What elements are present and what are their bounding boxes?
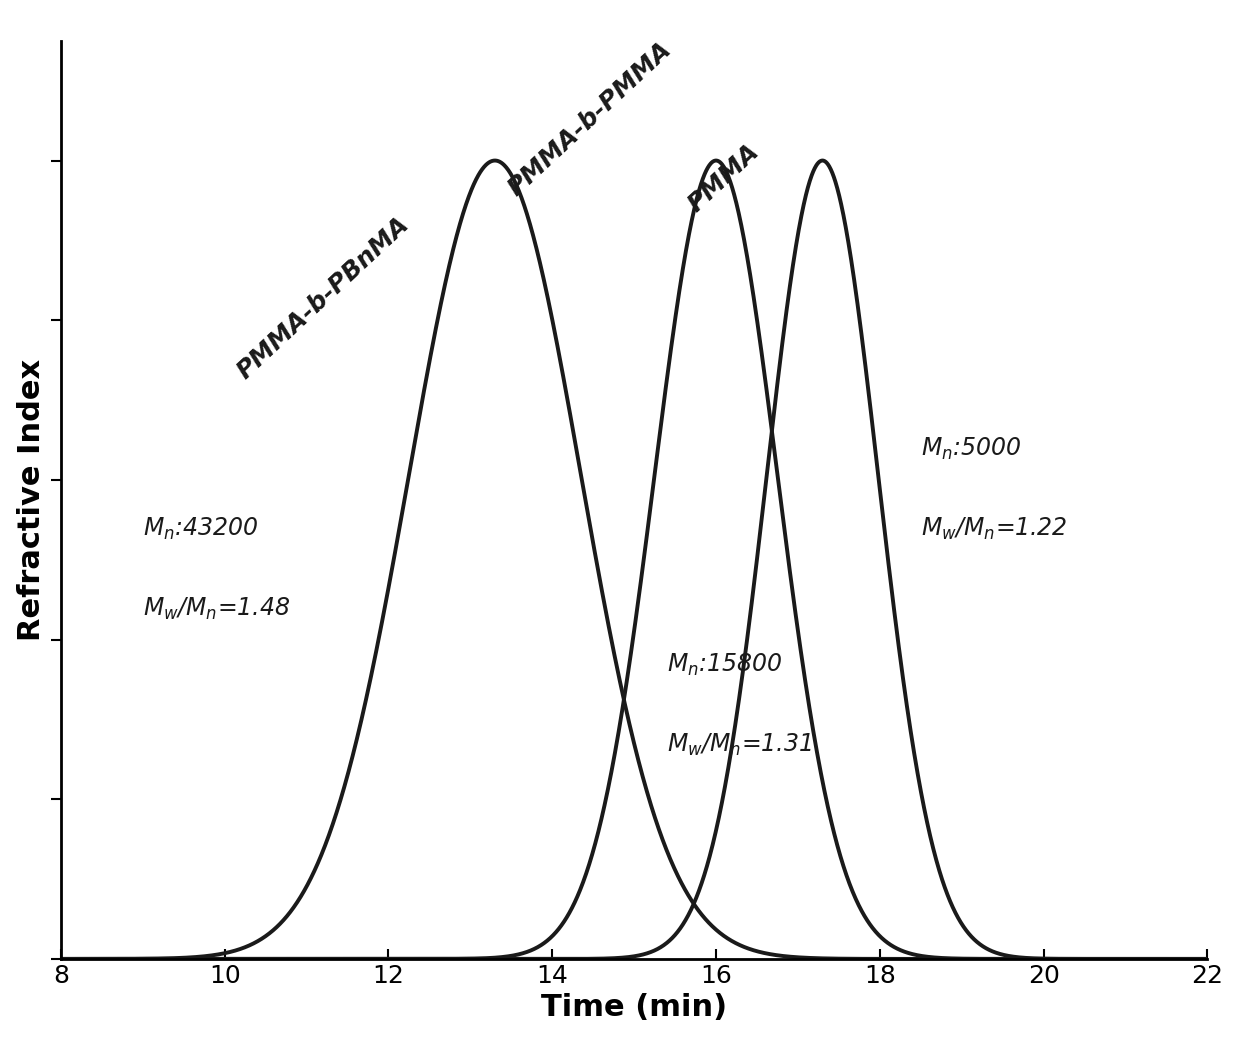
Text: PMMA-b-PBnMA: PMMA-b-PBnMA bbox=[233, 213, 414, 384]
Text: $\mathit{M}_{w}$/$\mathit{M}_{n}$=1.48: $\mathit{M}_{w}$/$\mathit{M}_{n}$=1.48 bbox=[143, 595, 290, 621]
Text: $\mathit{M}_{n}$:15800: $\mathit{M}_{n}$:15800 bbox=[667, 651, 782, 677]
Text: PMMA-b-PMMA: PMMA-b-PMMA bbox=[503, 37, 676, 201]
Y-axis label: Refractive Index: Refractive Index bbox=[16, 358, 46, 641]
Text: $\mathit{M}_{n}$:43200: $\mathit{M}_{n}$:43200 bbox=[143, 515, 258, 542]
Text: $\mathit{M}_{w}$/$\mathit{M}_{n}$=1.22: $\mathit{M}_{w}$/$\mathit{M}_{n}$=1.22 bbox=[921, 515, 1068, 542]
Text: $\mathit{M}_{w}$/$\mathit{M}_{n}$=1.31: $\mathit{M}_{w}$/$\mathit{M}_{n}$=1.31 bbox=[667, 731, 812, 757]
X-axis label: Time (min): Time (min) bbox=[541, 993, 727, 1022]
Text: PMMA: PMMA bbox=[683, 139, 764, 216]
Text: $\mathit{M}_{n}$:5000: $\mathit{M}_{n}$:5000 bbox=[921, 436, 1022, 462]
